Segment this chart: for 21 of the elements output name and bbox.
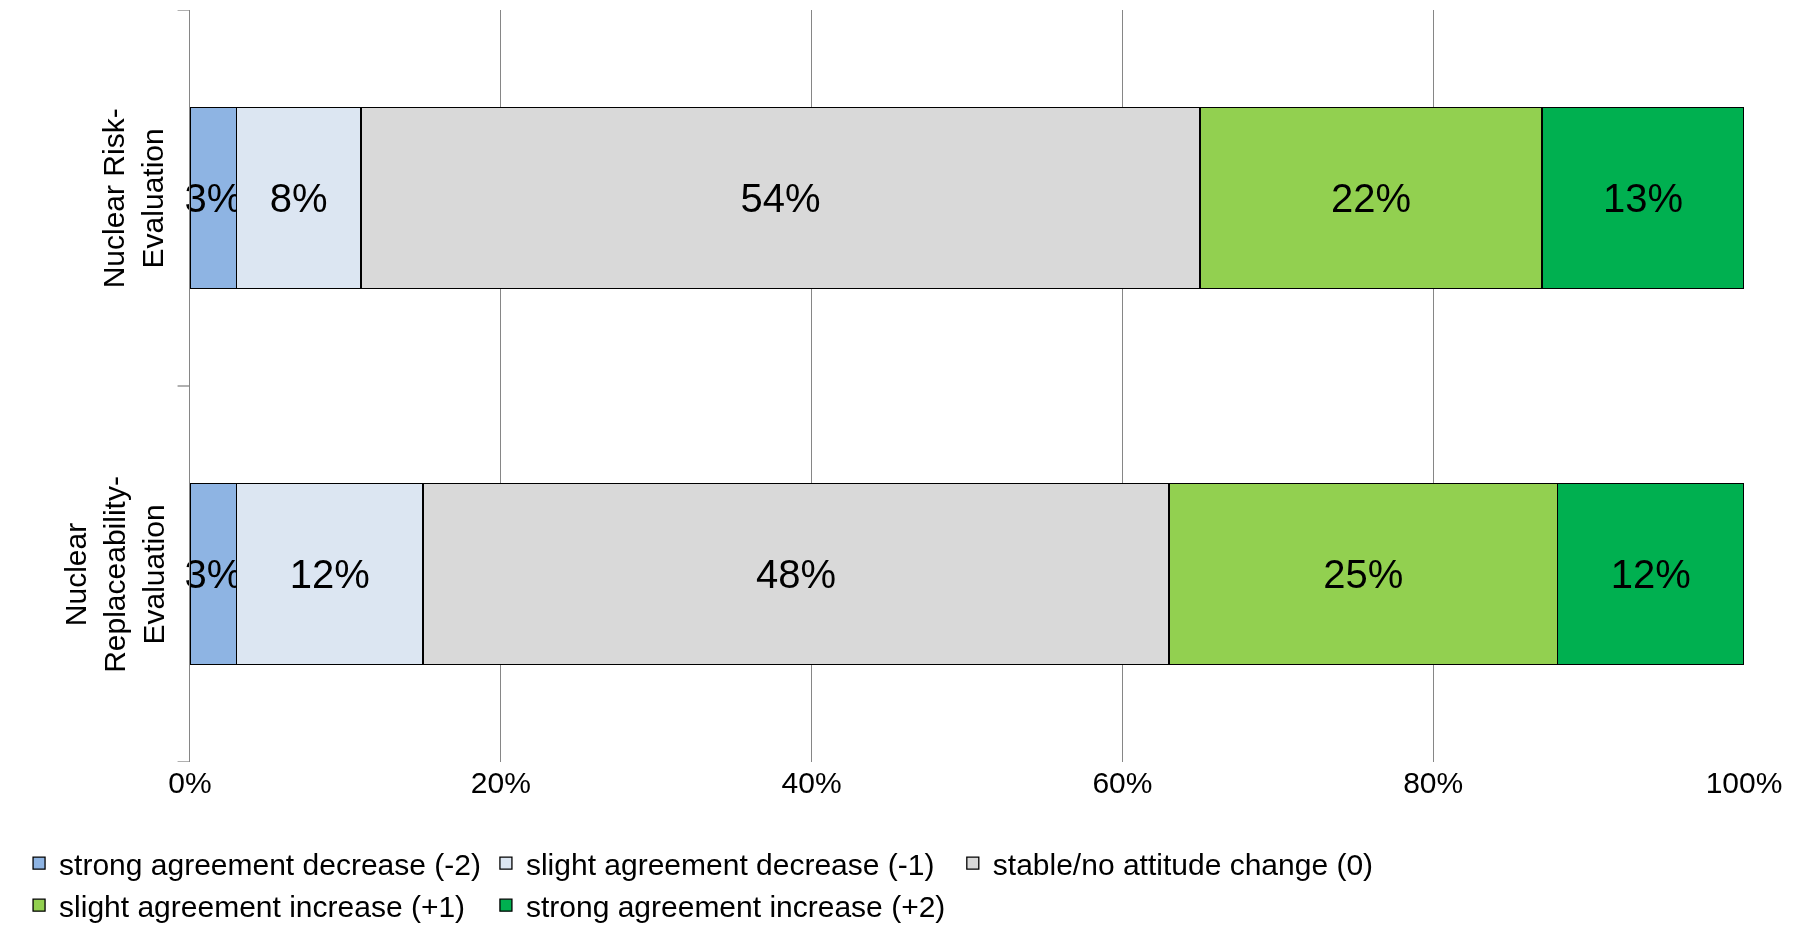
data-label: 25% [1323, 552, 1404, 596]
data-label: 13% [1602, 176, 1684, 220]
y-tick-label: Nuclear Replaceability-Evaluation [58, 476, 170, 673]
x-tick-label: 80% [1403, 766, 1464, 799]
data-label: 12% [1610, 552, 1691, 596]
data-label: 12% [289, 552, 370, 596]
x-tick-label: 0% [168, 766, 212, 799]
legend-label: slight agreement increase (+1) [59, 889, 466, 923]
x-tick-label: 100% [1705, 766, 1783, 799]
legend-label: stable/no attitude change (0) [992, 847, 1374, 881]
x-tick-label: 60% [1092, 766, 1153, 799]
y-tick-label: Nuclear Risk-Evaluation [97, 108, 170, 289]
legend-label: strong agreement increase (+2) [525, 889, 946, 923]
data-label: 54% [740, 176, 821, 220]
data-label: 8% [269, 176, 328, 220]
data-label: 22% [1331, 176, 1412, 220]
x-tick-label: 40% [781, 766, 842, 799]
x-tick-label: 20% [470, 766, 531, 799]
data-label: 48% [756, 552, 837, 596]
legend-label: strong agreement decrease (-2) [59, 847, 481, 881]
legend-label: slight agreement decrease (-1) [525, 847, 935, 881]
